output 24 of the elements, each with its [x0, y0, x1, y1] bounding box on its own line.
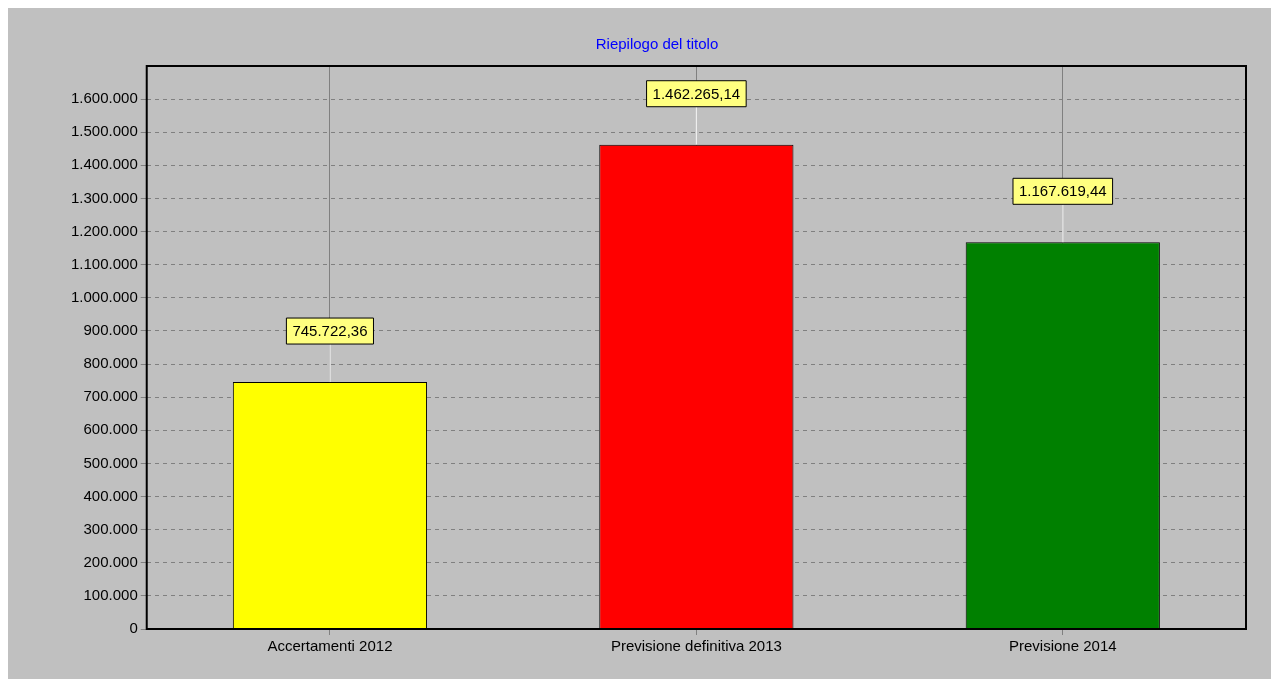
y-tick-label: 700.000 [83, 387, 138, 405]
y-tick-label: 1.400.000 [71, 155, 138, 173]
y-tick-label: 400.000 [83, 486, 138, 504]
y-tick-label: 500.000 [83, 453, 138, 471]
y-tick-label: 800.000 [83, 354, 138, 372]
y-tick-label: 1.200.000 [71, 221, 138, 239]
x-tick-label: Previsione 2014 [1009, 637, 1117, 655]
y-tick-label: 1.100.000 [71, 254, 138, 272]
data-label: 1.167.619,44 [1018, 182, 1107, 200]
y-tick-label: 1.500.000 [71, 122, 138, 140]
data-label: 1.462.265,14 [652, 84, 741, 102]
y-tick-label: 900.000 [83, 321, 138, 339]
data-label: 745.722,36 [292, 322, 368, 340]
y-tick-label: 1.300.000 [71, 188, 138, 206]
y-tick-label: 200.000 [83, 552, 138, 570]
x-tick-label: Previsione definitiva 2013 [610, 637, 782, 655]
y-tick-label: 300.000 [83, 519, 138, 537]
y-tick-label: 100.000 [83, 586, 138, 604]
y-tick-label: 1.600.000 [71, 89, 138, 107]
chart-title: Riepilogo del titolo [595, 35, 719, 53]
x-tick-label: Accertamenti 2012 [267, 637, 393, 655]
y-tick-label: 0 [129, 619, 138, 637]
y-tick-label: 600.000 [83, 420, 138, 438]
y-tick-label: 1.000.000 [71, 287, 138, 305]
